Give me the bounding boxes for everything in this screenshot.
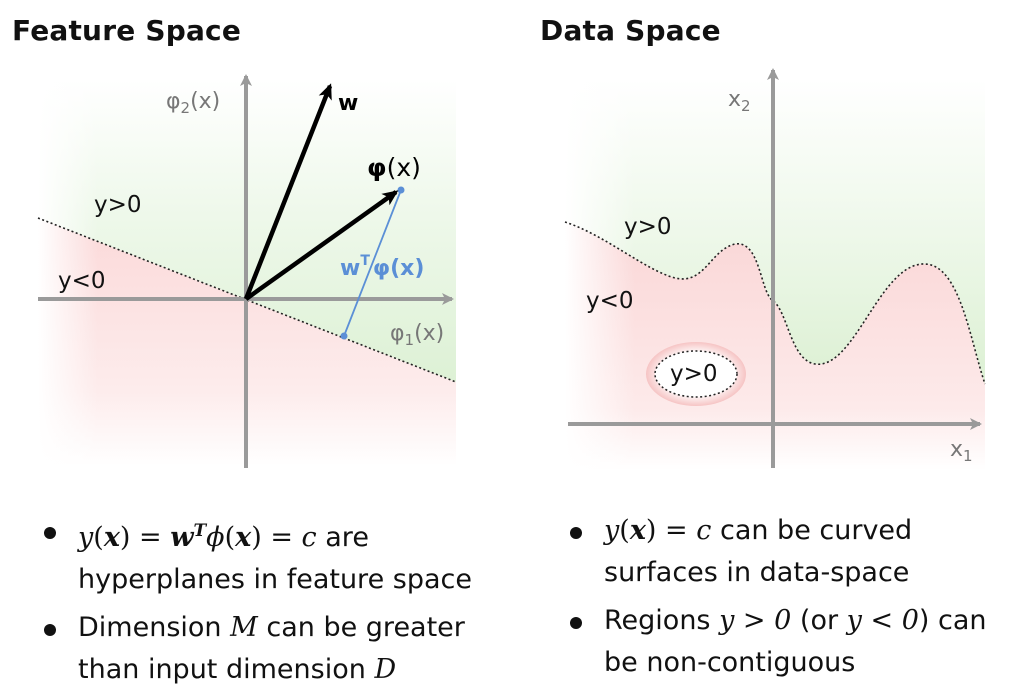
- bullet-hyperplanes-text: are hyperplanes in feature space: [78, 522, 472, 595]
- phi-vector: [244, 190, 399, 301]
- projection-point: [340, 332, 348, 340]
- figures: w φ(x) wT φ(x) φ2(x) φ1(x) y>0 y<0 x2 x1 …: [37, 68, 986, 470]
- positive-region-label: y>0: [94, 192, 142, 218]
- data-positive-label: y>0: [624, 214, 672, 240]
- w-vector: [243, 83, 333, 300]
- phi-point: [397, 186, 405, 194]
- feature-space-title: Feature Space: [12, 14, 242, 47]
- hyperplane-equation: y(x) = wTϕ(x) = c: [78, 521, 317, 553]
- phi1-axis-label: φ1(x): [390, 321, 444, 349]
- w-vector-label: w: [338, 91, 358, 116]
- data-negative-label: y<0: [586, 288, 634, 314]
- phi-vector-label: φ(x): [367, 153, 421, 182]
- bullet-regions: Regions y > 0 (or y < 0) can be non-cont…: [556, 600, 1016, 684]
- bullet-curved-text: can be curved surfaces in data-space: [604, 515, 913, 588]
- phi2-axis-label: φ2(x): [166, 89, 220, 117]
- data-space-title: Data Space: [540, 14, 721, 47]
- x1-axis-label: x1: [950, 437, 973, 465]
- bullet-hyperplanes: y(x) = wTϕ(x) = c are hyperplanes in fea…: [30, 510, 500, 601]
- bullet-curved: y(x) = c can be curved surfaces in data-…: [556, 510, 1016, 594]
- feature-space-diagram: w φ(x) wT φ(x) φ2(x) φ1(x) y>0 y<0: [37, 74, 457, 470]
- island-region: [654, 350, 738, 398]
- projection-label: wT φ(x): [340, 253, 424, 281]
- curved-equation: y(x) = c: [604, 515, 712, 546]
- curved-decision-boundary: [564, 221, 986, 385]
- decision-boundary: [37, 217, 457, 383]
- bullet-dimension: Dimension M can be greater than input di…: [30, 607, 500, 691]
- x2-axis-label: x2: [728, 87, 751, 115]
- data-space-diagram: x2 x1 y>0 y<0 y>0: [564, 68, 986, 470]
- negative-region-label: y<0: [58, 268, 106, 294]
- feature-space-bullets: y(x) = wTϕ(x) = c are hyperplanes in fea…: [30, 510, 500, 697]
- island-label: y>0: [670, 361, 718, 387]
- projection-line: [343, 189, 402, 337]
- data-space-bullets: y(x) = c can be curved surfaces in data-…: [556, 510, 1016, 690]
